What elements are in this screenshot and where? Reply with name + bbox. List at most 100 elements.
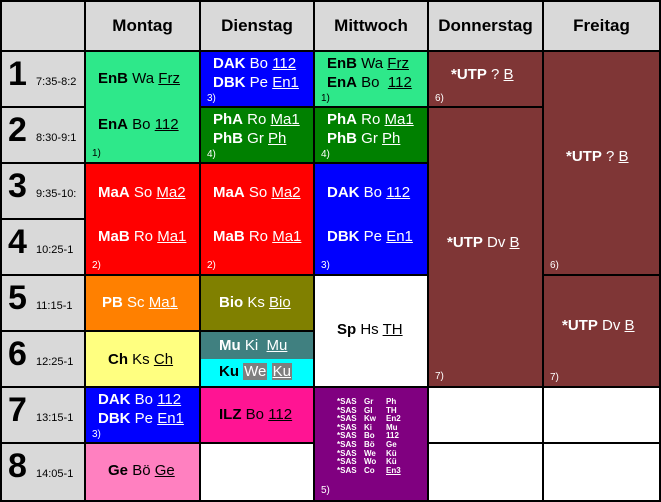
sas-row: *SAS We Kü bbox=[337, 448, 397, 458]
footnote-marker: 5) bbox=[321, 485, 330, 496]
sas-row: *SAS Kw En2 bbox=[337, 414, 401, 424]
empty-donnerstag-7 bbox=[429, 388, 542, 442]
sas-row: *SAS Bö Ge bbox=[337, 440, 397, 449]
period-number: 6 bbox=[8, 335, 27, 373]
grid-line bbox=[659, 0, 661, 502]
lesson-freitag-5-6[interactable]: *UTP Dv B 7) bbox=[544, 276, 659, 386]
sas-row: *SAS Bo 112 bbox=[337, 431, 399, 441]
lesson-dienstag-6b[interactable]: Ku We Ku bbox=[201, 359, 313, 386]
period-number: 3 bbox=[8, 167, 27, 205]
footnote-marker: 6) bbox=[435, 93, 444, 104]
footnote-marker: 4) bbox=[207, 149, 216, 160]
grid-line bbox=[0, 442, 315, 444]
period-4: 4 10:25-1 bbox=[2, 220, 84, 274]
footnote-marker: 4) bbox=[321, 149, 330, 160]
lesson-dienstag-6a[interactable]: Mu Ki Mu bbox=[201, 332, 313, 359]
grid-line bbox=[199, 106, 429, 108]
footnote-marker: 1) bbox=[321, 93, 330, 104]
grid-line bbox=[0, 218, 86, 220]
day-header-mittwoch: Mittwoch bbox=[315, 2, 427, 50]
period-time: 8:30-9:1 bbox=[36, 132, 77, 144]
footnote-marker: 7) bbox=[435, 371, 444, 382]
period-7: 7 13:15-1 bbox=[2, 388, 84, 442]
lesson-montag-8[interactable]: Ge Bö Ge bbox=[86, 444, 199, 500]
sas-row: *SAS Ki Mu bbox=[337, 422, 398, 432]
lesson-mittwoch-5-6[interactable]: Sp Hs TH bbox=[315, 276, 427, 386]
sas-row: *SAS Co En3 bbox=[337, 465, 401, 475]
lesson-montag-7[interactable]: DAK Bo 112 DBK Pe En1 3) bbox=[86, 388, 199, 442]
grid-line bbox=[0, 0, 2, 502]
grid-line bbox=[0, 274, 429, 276]
sas-row: *SAS Gl TH bbox=[337, 405, 397, 415]
grid-line bbox=[199, 0, 201, 502]
grid-line bbox=[0, 386, 661, 388]
footnote-marker: 6) bbox=[550, 260, 559, 271]
footnote-marker: 1) bbox=[92, 148, 101, 159]
lesson-dienstag-3-4[interactable]: MaA So Ma2 MaB Ro Ma1 2) bbox=[201, 164, 313, 274]
period-number: 1 bbox=[8, 55, 27, 93]
day-header-freitag: Freitag bbox=[544, 2, 659, 50]
period-3: 3 9:35-10: bbox=[2, 164, 84, 218]
lesson-montag-3-4[interactable]: MaA So Ma2 MaB Ro Ma1 2) bbox=[86, 164, 199, 274]
day-header-dienstag: Dienstag bbox=[201, 2, 313, 50]
lesson-mittwoch-2[interactable]: PhA Ro Ma1 PhB Gr Ph 4) bbox=[315, 108, 427, 162]
grid-line bbox=[84, 0, 86, 502]
grid-line bbox=[427, 442, 661, 444]
corner-cell bbox=[2, 2, 84, 50]
lesson-mittwoch-3-4[interactable]: DAK Bo 112 DBK Pe En1 3) bbox=[315, 164, 427, 274]
day-header-montag: Montag bbox=[86, 2, 199, 50]
period-8: 8 14:05-1 bbox=[2, 444, 84, 500]
empty-freitag-8 bbox=[544, 444, 659, 500]
footnote-marker: 7) bbox=[550, 372, 559, 383]
grid-line bbox=[313, 0, 315, 502]
footnote-marker: 2) bbox=[92, 260, 101, 271]
period-time: 13:15-1 bbox=[36, 412, 74, 424]
lesson-dienstag-2[interactable]: PhA Ro Ma1 PhB Gr Ph 4) bbox=[201, 108, 313, 162]
period-6: 6 12:25-1 bbox=[2, 332, 84, 386]
grid-line bbox=[542, 274, 661, 276]
grid-line bbox=[427, 0, 429, 502]
period-number: 4 bbox=[8, 223, 27, 261]
lesson-montag-6[interactable]: Ch Ks Ch bbox=[86, 332, 199, 386]
lesson-donnerstag-1[interactable]: *UTP ? B 6) bbox=[429, 52, 542, 106]
period-number: 8 bbox=[8, 447, 27, 485]
period-1: 1 7:35-8:2 bbox=[2, 52, 84, 106]
lesson-mittwoch-7-8[interactable]: *SAS Gr Ph *SAS Gl TH *SAS Kw En2 *SAS Ki Mu *SA… bbox=[315, 388, 427, 500]
period-time: 9:35-10: bbox=[36, 188, 77, 200]
lesson-mittwoch-1[interactable]: EnB Wa Frz EnA Bo 112 1) bbox=[315, 52, 427, 106]
sas-row: *SAS Gr Ph bbox=[337, 397, 397, 406]
lesson-freitag-1-4[interactable]: *UTP ? B 6) bbox=[544, 52, 659, 274]
empty-freitag-7 bbox=[544, 388, 659, 442]
grid-line bbox=[0, 106, 86, 108]
footnote-marker: 2) bbox=[207, 260, 216, 271]
footnote-marker: 3) bbox=[92, 429, 101, 440]
period-time: 10:25-1 bbox=[36, 244, 74, 256]
period-5: 5 11:15-1 bbox=[2, 276, 84, 330]
grid-line bbox=[0, 162, 429, 164]
lesson-dienstag-7[interactable]: ILZ Bo 112 bbox=[201, 388, 313, 442]
grid-line bbox=[0, 330, 315, 332]
period-time: 11:15-1 bbox=[36, 300, 73, 312]
period-time: 12:25-1 bbox=[36, 356, 74, 368]
grid-line bbox=[427, 106, 544, 108]
lesson-montag-5[interactable]: PB Sc Ma1 bbox=[86, 276, 199, 330]
lesson-dienstag-1[interactable]: DAK Bo 112 DBK Pe En1 3) bbox=[201, 52, 313, 106]
grid-line bbox=[0, 50, 661, 52]
period-time: 7:35-8:2 bbox=[36, 76, 77, 88]
lesson-dienstag-5[interactable]: Bio Ks Bio bbox=[201, 276, 313, 330]
empty-donnerstag-8 bbox=[429, 444, 542, 500]
footnote-marker: 3) bbox=[207, 93, 216, 104]
day-header-donnerstag: Donnerstag bbox=[429, 2, 542, 50]
period-number: 2 bbox=[8, 111, 27, 149]
empty-dienstag-8 bbox=[201, 444, 313, 500]
grid-line bbox=[0, 0, 661, 2]
period-time: 14:05-1 bbox=[36, 468, 74, 480]
period-number: 5 bbox=[8, 279, 27, 317]
grid-line bbox=[542, 0, 544, 502]
sas-row: *SAS Wo Kü bbox=[337, 457, 397, 467]
grid-line bbox=[0, 500, 661, 502]
lesson-montag-1-2[interactable]: EnB Wa Frz EnA Bo 112 1) bbox=[86, 52, 199, 162]
lesson-donnerstag-2-6[interactable]: *UTP Dv B 7) bbox=[429, 108, 542, 386]
footnote-marker: 3) bbox=[321, 260, 330, 271]
